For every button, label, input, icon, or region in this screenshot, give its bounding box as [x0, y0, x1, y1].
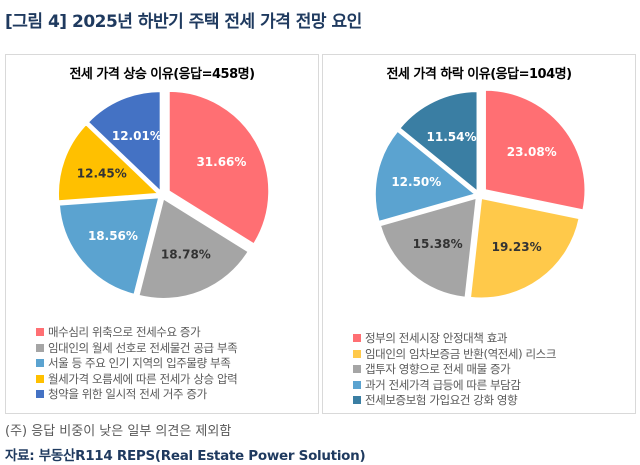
- legend-swatch: [36, 343, 44, 352]
- pie-slice: [87, 90, 162, 194]
- pie-svg: 31.66% 18.78% 18.56% 12.45% 12.01%: [57, 90, 270, 300]
- pie-slice: [58, 196, 160, 296]
- legend-swatch: [36, 328, 44, 336]
- pie-svg: 23.08% 19.23% 15.38% 12.50% 11.54%: [374, 89, 586, 299]
- data-label: 31.66%: [196, 155, 246, 169]
- legend-label: 갭투자 영향으로 전세 매물 증가: [365, 362, 511, 376]
- source: 자료: 부동산R114 REPS(Real Estate Power Solut…: [5, 448, 366, 464]
- pie-slice: [484, 89, 586, 212]
- legend-item: 갭투자 영향으로 전세 매물 증가: [353, 362, 556, 378]
- legend: 매수심리 위축으로 전세수요 증가 임대인의 월세 선호로 전세물건 공급 부족 서…: [36, 325, 238, 403]
- legend-swatch: [353, 334, 361, 342]
- pie-slice: [57, 123, 160, 202]
- legend-label: 서울 등 주요 인기 지역의 입주물량 부족: [48, 356, 231, 370]
- pie-slice: [137, 197, 250, 300]
- legend-item: 청약을 위한 일시적 전세 거주 증가: [36, 387, 237, 403]
- legend-label: 임대인의 월세 선호로 전세물건 공급 부족: [48, 340, 238, 355]
- data-label: 12.50%: [391, 175, 441, 189]
- chart-title: 전세 가격 하락 이유(응답=104명): [386, 67, 572, 82]
- data-label: 19.23%: [492, 240, 542, 254]
- pie-slice: [374, 129, 477, 223]
- legend-label: 청약을 위한 일시적 전세 거주 증가: [48, 387, 207, 401]
- legend-item: 전세보증보험 가입요건 강화 영향: [353, 393, 556, 409]
- legend-item: 임대인의 월세 선호로 전세물건 공급 부족: [36, 340, 238, 357]
- legend-label: 정부의 전세시장 안정대책 효과: [365, 331, 508, 345]
- data-label: 12.45%: [77, 166, 127, 180]
- legend-label: 임대인의 임차보증금 반환(역전세) 리스크: [365, 346, 556, 361]
- data-label: 18.78%: [161, 247, 211, 261]
- rise-reasons-chart: 전세 가격 상승 이유(응답=458명) 31.66% 18.78% 18.56% 1…: [5, 54, 319, 414]
- legend: 정부의 전세시장 안정대책 효과 임대인의 임차보증금 반환(역전세) 리스크 갭투…: [353, 331, 556, 409]
- data-label: 12.01%: [112, 129, 162, 143]
- legend-swatch: [36, 374, 44, 383]
- data-label: 15.38%: [413, 237, 463, 251]
- chart-title: 전세 가격 상승 이유(응답=458명): [69, 67, 255, 82]
- legend-swatch: [353, 380, 361, 389]
- pie-slice: [398, 90, 479, 193]
- legend-label: 전세보증보험 가입요건 강화 영향: [365, 393, 518, 407]
- legend-label: 과거 전세가격 급등에 따른 부담감: [365, 377, 521, 392]
- legend-item: 서울 등 주요 인기 지역의 입주물량 부족: [36, 356, 237, 372]
- legend-item: 임대인의 임차보증금 반환(역전세) 리스크: [353, 347, 556, 363]
- data-label: 23.08%: [507, 145, 557, 159]
- data-label: 18.56%: [88, 229, 138, 243]
- legend-swatch: [36, 390, 44, 398]
- pie-slice: [379, 197, 478, 299]
- footnote: (주) 응답 비중이 낮은 일부 의견은 제외함: [5, 424, 232, 439]
- legend-swatch: [353, 396, 361, 404]
- legend-swatch: [36, 359, 44, 367]
- legend-item: 과거 전세가격 급등에 따른 부담감: [353, 378, 556, 394]
- pie-slice: [469, 197, 581, 299]
- fall-reasons-chart: 전세 가격 하락 이유(응답=104명) 23.08% 19.23% 15.38% 1…: [322, 54, 636, 414]
- pie-slice: [168, 90, 270, 246]
- legend-swatch: [353, 365, 361, 373]
- legend-swatch: [353, 349, 361, 358]
- data-label: 11.54%: [427, 130, 477, 144]
- figure-title: [그림 4] 2025년 하반기 주택 전세 가격 전망 요인: [5, 12, 362, 32]
- legend-label: 월세가격 오름세에 따른 전세가 상승 압력: [48, 371, 238, 386]
- legend-item: 월세가격 오름세에 따른 전세가 상승 압력: [36, 371, 238, 388]
- legend-label: 매수심리 위축으로 전세수요 증가: [48, 325, 201, 339]
- legend-item: 정부의 전세시장 안정대책 효과: [353, 331, 556, 347]
- legend-item: 매수심리 위축으로 전세수요 증가: [36, 325, 237, 341]
